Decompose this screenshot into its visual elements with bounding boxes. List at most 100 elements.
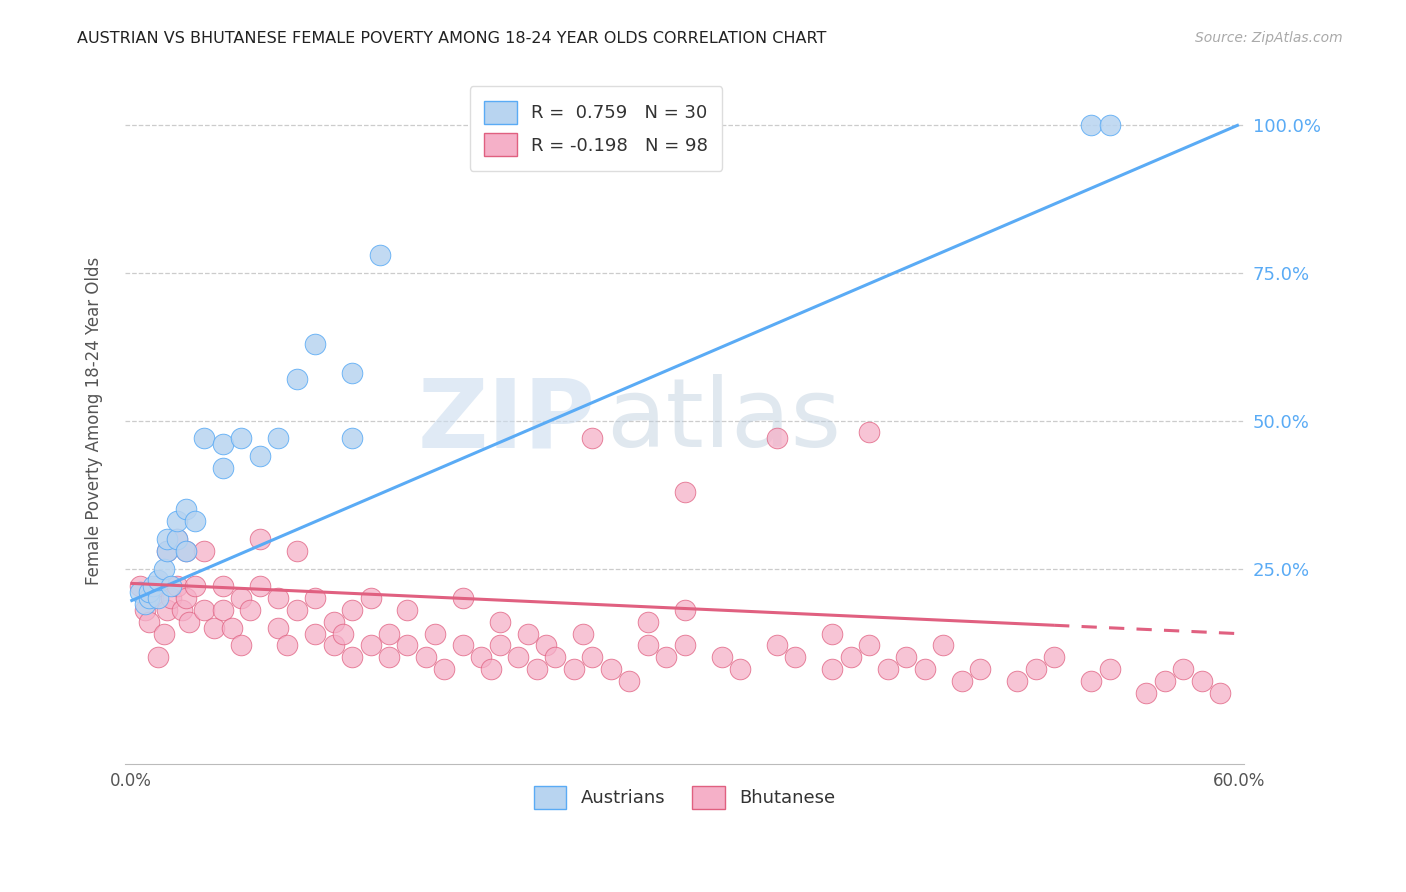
Point: [914, 662, 936, 676]
Point: [156, 603, 179, 617]
Point: [179, 615, 201, 629]
Point: [134, 597, 156, 611]
Point: [138, 591, 160, 606]
Text: AUSTRIAN VS BHUTANESE FEMALE POVERTY AMONG 18-24 YEAR OLDS CORRELATION CHART: AUSTRIAN VS BHUTANESE FEMALE POVERTY AMO…: [77, 31, 827, 46]
Point: [728, 662, 751, 676]
Point: [211, 461, 233, 475]
Point: [360, 591, 382, 606]
Point: [184, 514, 207, 528]
Point: [581, 650, 603, 665]
Point: [1043, 650, 1066, 665]
Point: [451, 639, 474, 653]
Point: [950, 673, 973, 688]
Point: [304, 336, 326, 351]
Point: [839, 650, 862, 665]
Point: [231, 431, 253, 445]
Point: [146, 591, 169, 606]
Point: [211, 603, 233, 617]
Point: [249, 449, 271, 463]
Point: [766, 431, 789, 445]
Point: [174, 543, 197, 558]
Point: [249, 579, 271, 593]
Point: [174, 591, 197, 606]
Point: [166, 532, 188, 546]
Point: [304, 591, 326, 606]
Point: [231, 591, 253, 606]
Point: [396, 639, 419, 653]
Point: [221, 621, 243, 635]
Point: [710, 650, 733, 665]
Point: [378, 650, 401, 665]
Point: [166, 532, 188, 546]
Point: [572, 626, 595, 640]
Point: [516, 626, 538, 640]
Point: [340, 366, 363, 380]
Point: [673, 639, 696, 653]
Point: [184, 579, 207, 593]
Point: [193, 431, 215, 445]
Point: [655, 650, 678, 665]
Point: [821, 662, 844, 676]
Point: [1154, 673, 1177, 688]
Point: [146, 650, 169, 665]
Point: [617, 673, 640, 688]
Point: [599, 662, 621, 676]
Point: [128, 585, 150, 599]
Point: [340, 650, 363, 665]
Point: [1025, 662, 1047, 676]
Text: atlas: atlas: [606, 374, 841, 467]
Point: [160, 591, 183, 606]
Point: [821, 626, 844, 640]
Point: [166, 514, 188, 528]
Point: [267, 591, 290, 606]
Point: [340, 431, 363, 445]
Point: [637, 615, 659, 629]
Point: [152, 626, 174, 640]
Point: [202, 621, 225, 635]
Point: [637, 639, 659, 653]
Text: Source: ZipAtlas.com: Source: ZipAtlas.com: [1195, 31, 1343, 45]
Point: [1005, 673, 1028, 688]
Legend: Austrians, Bhutanese: Austrians, Bhutanese: [519, 772, 849, 823]
Point: [141, 579, 163, 593]
Point: [766, 639, 789, 653]
Point: [267, 621, 290, 635]
Point: [141, 591, 163, 606]
Point: [470, 650, 492, 665]
Point: [451, 591, 474, 606]
Point: [378, 626, 401, 640]
Point: [146, 574, 169, 588]
Point: [858, 639, 880, 653]
Point: [211, 437, 233, 451]
Point: [285, 603, 308, 617]
Point: [534, 639, 557, 653]
Point: [1080, 673, 1102, 688]
Point: [166, 579, 188, 593]
Point: [425, 626, 447, 640]
Point: [1209, 686, 1232, 700]
Point: [479, 662, 502, 676]
Point: [876, 662, 898, 676]
Point: [969, 662, 991, 676]
Point: [160, 579, 183, 593]
Point: [231, 639, 253, 653]
Point: [433, 662, 456, 676]
Point: [360, 639, 382, 653]
Point: [896, 650, 918, 665]
Point: [396, 603, 419, 617]
Point: [1098, 118, 1121, 132]
Point: [508, 650, 530, 665]
Point: [673, 129, 696, 144]
Point: [1080, 118, 1102, 132]
Point: [172, 603, 194, 617]
Point: [138, 585, 160, 599]
Point: [340, 603, 363, 617]
Point: [562, 662, 585, 676]
Point: [146, 579, 169, 593]
Point: [174, 543, 197, 558]
Point: [156, 543, 179, 558]
Point: [174, 502, 197, 516]
Point: [858, 425, 880, 440]
Y-axis label: Female Poverty Among 18-24 Year Olds: Female Poverty Among 18-24 Year Olds: [86, 257, 103, 585]
Point: [152, 561, 174, 575]
